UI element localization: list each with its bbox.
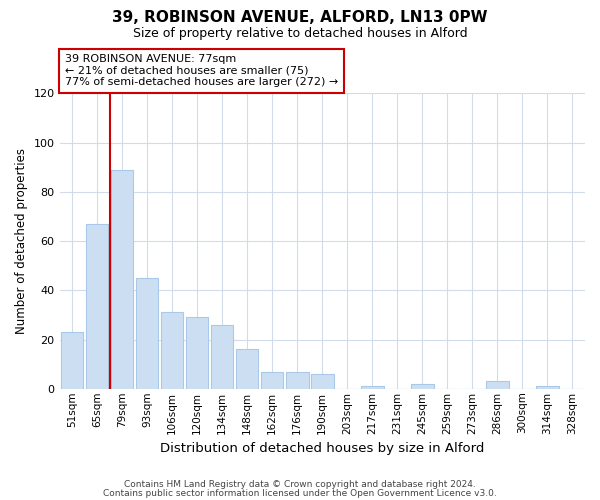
Bar [311,374,334,389]
Bar [136,278,158,389]
Bar [536,386,559,389]
Bar [236,350,259,389]
Bar [161,312,184,389]
Y-axis label: Number of detached properties: Number of detached properties [15,148,28,334]
Bar [86,224,109,389]
Bar [361,386,383,389]
Bar [211,325,233,389]
Bar [111,170,133,389]
X-axis label: Distribution of detached houses by size in Alford: Distribution of detached houses by size … [160,442,484,455]
Text: 39, ROBINSON AVENUE, ALFORD, LN13 0PW: 39, ROBINSON AVENUE, ALFORD, LN13 0PW [112,10,488,25]
Bar [261,372,283,389]
Bar [411,384,434,389]
Text: Contains public sector information licensed under the Open Government Licence v3: Contains public sector information licen… [103,489,497,498]
Text: Contains HM Land Registry data © Crown copyright and database right 2024.: Contains HM Land Registry data © Crown c… [124,480,476,489]
Bar [486,382,509,389]
Text: 39 ROBINSON AVENUE: 77sqm
← 21% of detached houses are smaller (75)
77% of semi-: 39 ROBINSON AVENUE: 77sqm ← 21% of detac… [65,54,338,88]
Bar [186,318,208,389]
Bar [286,372,308,389]
Bar [61,332,83,389]
Text: Size of property relative to detached houses in Alford: Size of property relative to detached ho… [133,28,467,40]
